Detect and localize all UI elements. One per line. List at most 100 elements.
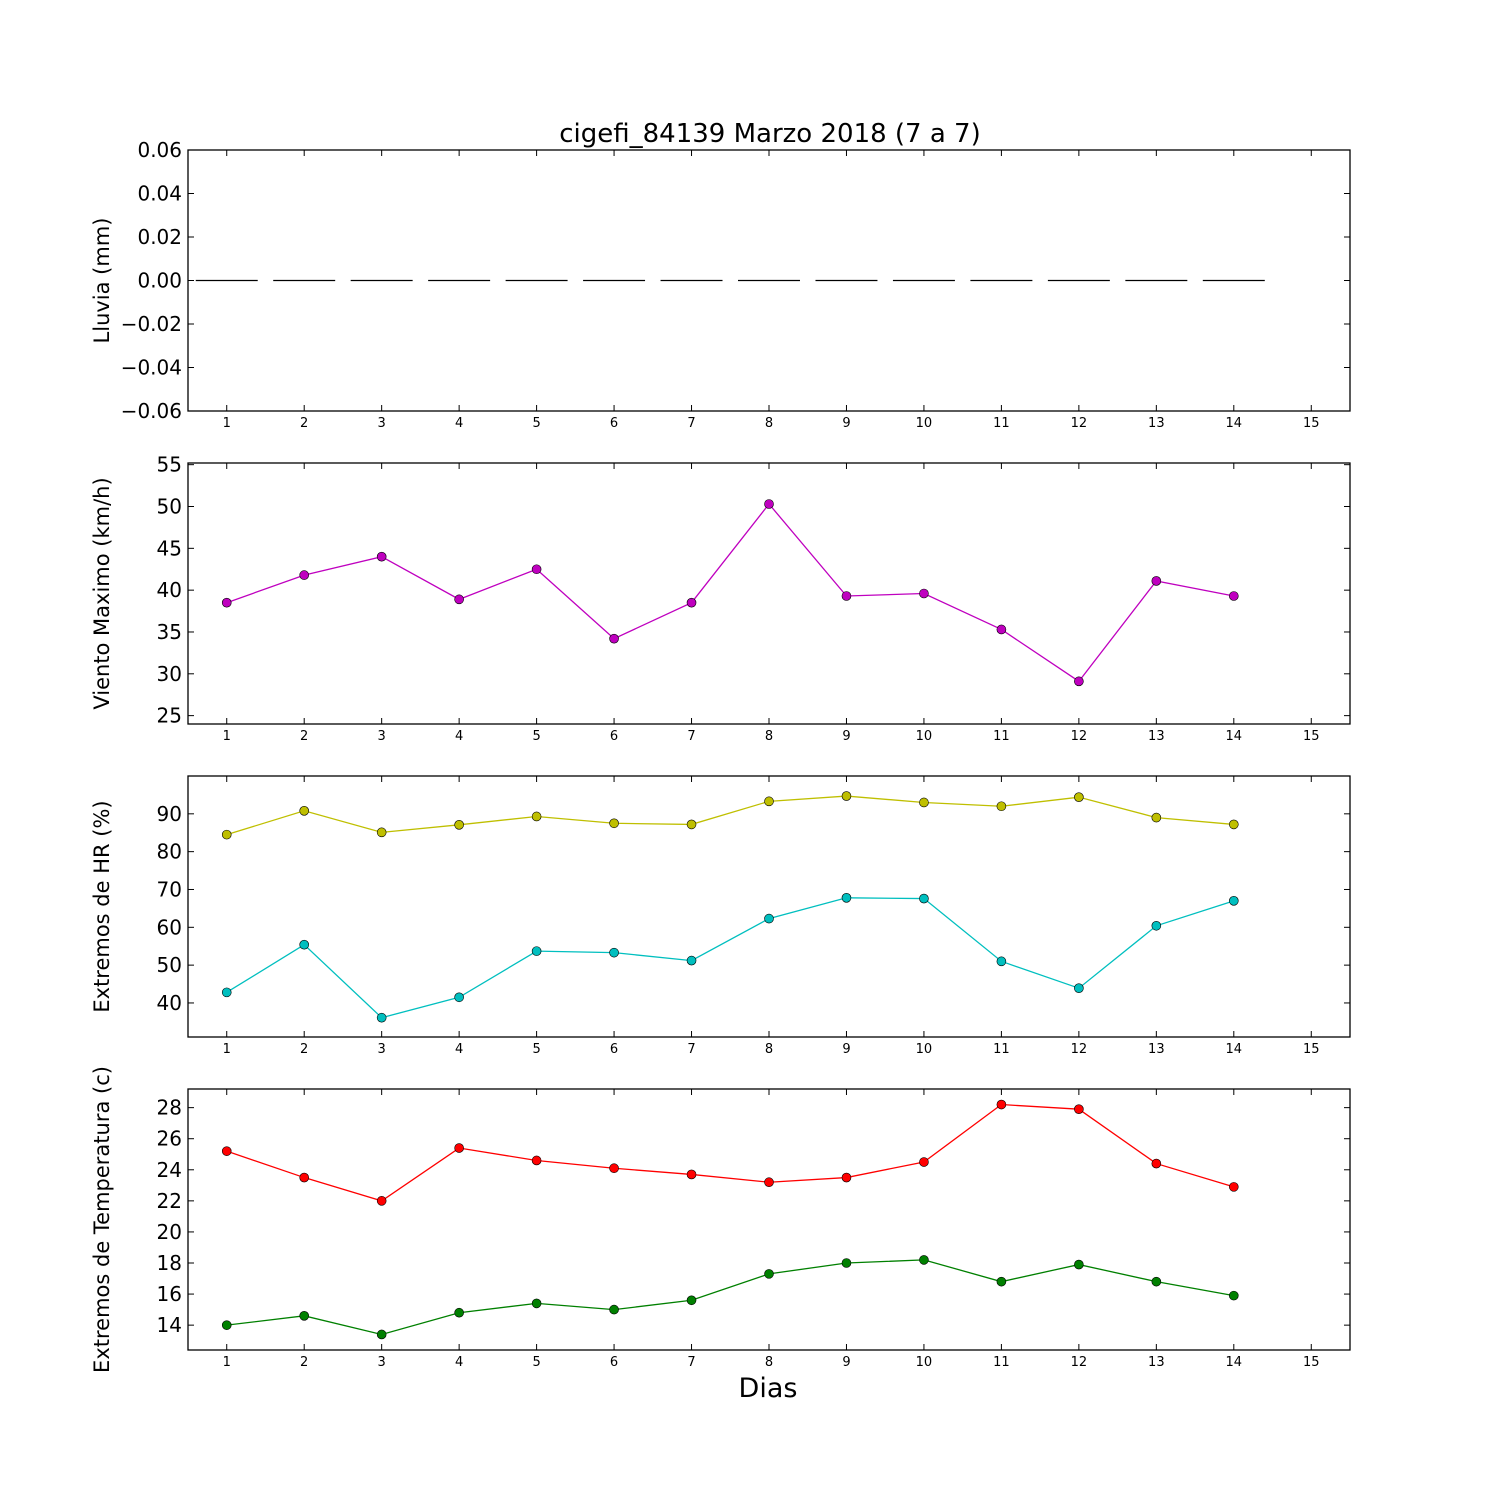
series-1-point	[1151, 812, 1162, 823]
y-tick-label: −0.06	[121, 399, 182, 423]
x-tick-label: 3	[378, 1042, 386, 1057]
series-1-point	[299, 570, 310, 580]
series-1-point	[1151, 1158, 1162, 1169]
series-1-point	[841, 791, 852, 801]
x-tick-label: 1	[223, 416, 231, 431]
y-tick-label: −0.04	[121, 356, 182, 380]
series-1-point	[764, 796, 774, 807]
x-tick-label: 9	[842, 416, 850, 431]
y-axis-label: Extremos de Temperatura (c)	[90, 1066, 114, 1373]
series-2-point	[454, 992, 464, 1003]
series-1-point	[1074, 792, 1084, 802]
series-1-point	[686, 597, 697, 608]
y-tick-label: 90	[157, 802, 182, 826]
series-2-point	[919, 1255, 929, 1265]
x-tick-label: 11	[993, 1355, 1010, 1370]
y-tick-label: 0.00	[137, 269, 182, 293]
y-tick-label: 60	[157, 915, 182, 939]
series-2-point	[764, 913, 774, 924]
y-tick-label: 16	[157, 1282, 182, 1306]
x-tick-label: 15	[1303, 1042, 1320, 1057]
panel-2: 1 2 3 4 5 6 7 8 9 10 11 12 13 14 1525303540455055Vient…	[90, 453, 1351, 744]
x-tick-label: 10	[916, 1355, 933, 1370]
x-tick-label: 8	[765, 1355, 773, 1370]
series-1-point	[221, 1146, 232, 1156]
series-1-point	[531, 564, 542, 575]
series-1-point	[454, 819, 464, 830]
x-tick-label: 2	[300, 416, 308, 431]
x-tick-label: 12	[1071, 729, 1088, 744]
x-tick-label: 14	[1226, 416, 1243, 431]
x-tick-label: 8	[765, 416, 773, 431]
x-tick-label: 7	[687, 1042, 695, 1057]
x-tick-label: 12	[1071, 1355, 1088, 1370]
x-tick-label: 14	[1226, 729, 1243, 744]
x-tick-label: 8	[765, 729, 773, 744]
panel-3: 1 2 3 4 5 6 7 8 9 10 11 12 13 14 15405060708090Extremo…	[90, 775, 1351, 1057]
series-1-point	[299, 805, 310, 816]
x-tick-label: 12	[1071, 1042, 1088, 1057]
series-1-point	[609, 633, 619, 644]
series-1-point	[764, 499, 774, 509]
series-2-line	[226, 1259, 1234, 1336]
x-tick-label: 4	[455, 1355, 463, 1370]
y-tick-label: 0.06	[137, 138, 182, 162]
y-tick-label: 26	[157, 1127, 182, 1151]
x-tick-label: 9	[842, 729, 850, 744]
series-2-point	[376, 1329, 387, 1340]
series-2-point	[1229, 896, 1239, 906]
figure-title: cigefi_84139 Marzo 2018 (7 a 7)	[559, 119, 981, 149]
series-1-point	[996, 624, 1007, 635]
x-tick-label: 13	[1148, 416, 1165, 431]
x-tick-label: 3	[378, 416, 386, 431]
x-tick-label: 5	[532, 1355, 540, 1370]
series-2-line	[226, 897, 1234, 1019]
series-1-point	[919, 588, 929, 599]
y-tick-label: 0.04	[137, 182, 182, 206]
series-1-point	[376, 551, 387, 562]
x-tick-label: 1	[223, 1355, 231, 1370]
x-tick-label: 13	[1148, 729, 1165, 744]
series-1-line	[226, 1103, 1234, 1202]
series-1-point	[841, 591, 852, 601]
x-tick-label: 11	[993, 729, 1010, 744]
series-2-point	[996, 1276, 1007, 1287]
x-tick-label: 2	[300, 729, 308, 744]
series-2-point	[764, 1269, 774, 1279]
x-tick-label: 11	[993, 416, 1010, 431]
y-tick-label: 22	[157, 1189, 182, 1213]
series-2-point	[841, 892, 852, 903]
x-tick-label: 3	[378, 1355, 386, 1370]
series-1-point	[221, 829, 232, 840]
x-tick-label: 6	[610, 729, 618, 744]
y-tick-label: 45	[157, 536, 182, 560]
x-tick-label: 10	[916, 1042, 933, 1057]
x-tick-label: 9	[842, 1355, 850, 1370]
series-2-point	[1074, 1259, 1084, 1270]
series-2-point	[919, 893, 929, 904]
series-2-point	[609, 1304, 619, 1315]
y-axis-label: Viento Maximo (km/h)	[90, 477, 114, 709]
x-tick-label: 10	[916, 416, 933, 431]
series-1-point	[609, 1163, 619, 1174]
x-tick-label: 8	[765, 1042, 773, 1057]
series-1-point	[1229, 591, 1239, 601]
series-1-point	[221, 597, 232, 608]
series-2-point	[221, 987, 232, 998]
x-tick-label: 4	[455, 1042, 463, 1057]
series-1-point	[1074, 676, 1084, 687]
series-2-point	[841, 1258, 852, 1268]
series-1-point	[376, 1196, 387, 1206]
x-tick-label: 14	[1226, 1355, 1243, 1370]
series-2-point	[1074, 983, 1084, 994]
series-1-point	[454, 594, 464, 605]
series-1-point	[609, 818, 619, 829]
x-tick-label: 5	[532, 729, 540, 744]
x-tick-label: 11	[993, 1042, 1010, 1057]
series-2-point	[686, 955, 697, 966]
y-tick-label: 55	[157, 453, 182, 477]
y-tick-label: −0.02	[121, 312, 182, 336]
series-2-point	[1229, 1290, 1239, 1301]
y-tick-label: 50	[157, 495, 182, 519]
